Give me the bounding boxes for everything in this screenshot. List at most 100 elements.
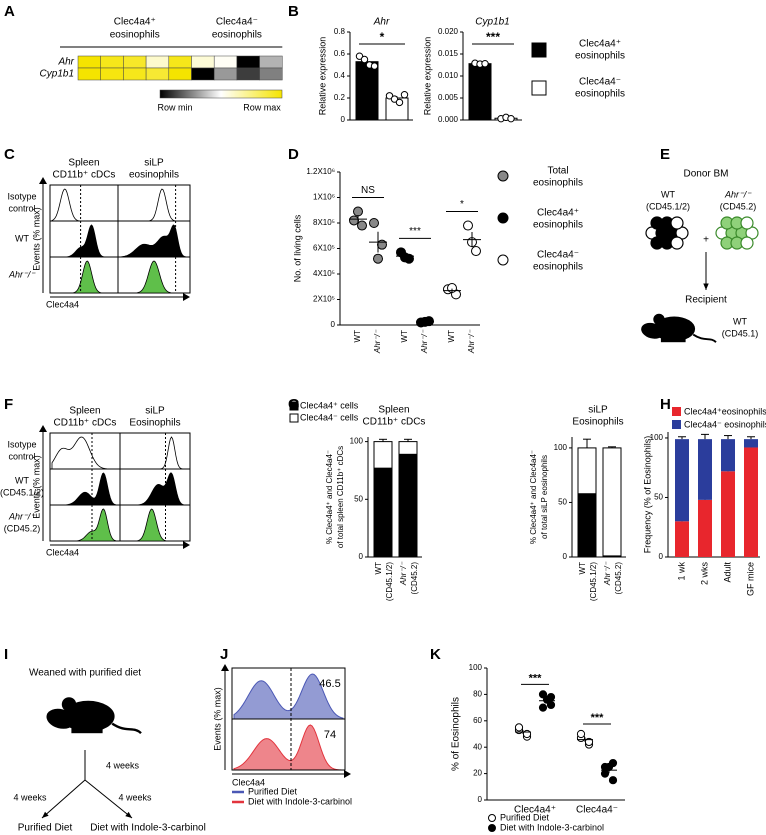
chart-title: Cyp1b1 bbox=[475, 17, 509, 28]
label: (CD45.2) bbox=[614, 562, 623, 595]
legend-label: Purified Diet bbox=[500, 812, 550, 822]
mouse-feet bbox=[71, 728, 103, 734]
label: Purified Diet bbox=[18, 823, 73, 834]
legend-swatch bbox=[289, 413, 299, 423]
label: Isotype bbox=[7, 191, 36, 201]
x-tick-label: WT bbox=[353, 330, 362, 343]
bar-segment bbox=[398, 441, 418, 455]
label: eosinophils bbox=[533, 262, 583, 273]
heat-cell bbox=[168, 67, 192, 81]
cell bbox=[670, 216, 684, 230]
heat-cell bbox=[191, 55, 215, 69]
label: Clec4a4⁺ bbox=[114, 17, 156, 28]
label: eosinophils bbox=[533, 220, 583, 231]
data-point bbox=[370, 62, 379, 70]
y-tick-label: 50 bbox=[654, 493, 663, 502]
data-point bbox=[400, 91, 409, 99]
label: Clec4a4⁻ bbox=[537, 250, 579, 261]
scale-label: Row max bbox=[243, 102, 281, 112]
mouse-head bbox=[641, 322, 664, 339]
y-tick-label: 50 bbox=[558, 498, 567, 507]
x-tick-label: Adult bbox=[722, 562, 732, 583]
data-point bbox=[576, 729, 586, 739]
label: Eosinophils bbox=[572, 417, 623, 428]
data-point bbox=[584, 737, 594, 747]
gate-label: 46.5 bbox=[319, 678, 340, 690]
mouse-ear bbox=[653, 313, 665, 326]
arrow-head bbox=[183, 293, 190, 301]
row-label: Ahr bbox=[57, 57, 74, 68]
label: + bbox=[703, 235, 709, 246]
label: siLP bbox=[588, 405, 608, 416]
heat-cell bbox=[213, 55, 238, 69]
y-tick-label: 50 bbox=[354, 494, 363, 503]
y-tick-label: 0.4 bbox=[334, 71, 346, 80]
panel-label: J bbox=[220, 646, 228, 663]
x-tick-label: Clec4a4⁻ bbox=[576, 805, 618, 816]
row-label: Cyp1b1 bbox=[40, 69, 74, 80]
label: % Clec4a4⁺ and Clec4a4⁻ bbox=[325, 450, 334, 544]
histogram bbox=[122, 508, 188, 542]
bar-segment bbox=[721, 439, 735, 472]
label: Clec4a4⁺ bbox=[537, 208, 579, 219]
mouse-tail bbox=[692, 333, 717, 343]
label: control bbox=[8, 451, 35, 461]
bar-segment bbox=[675, 439, 689, 522]
heat-cell bbox=[145, 55, 170, 69]
label: (CD45.1/2) bbox=[646, 201, 690, 211]
mouse-feet bbox=[660, 338, 686, 343]
bar-segment bbox=[602, 447, 622, 557]
y-axis-label: No. of living cells bbox=[292, 214, 302, 282]
x-tick-label: Clec4a4⁺ bbox=[514, 805, 556, 816]
significance: NS bbox=[361, 185, 375, 196]
x-axis-label: Clec4a4 bbox=[46, 547, 79, 557]
data-point bbox=[360, 55, 369, 64]
y-tick-label: 100 bbox=[350, 437, 364, 446]
histogram bbox=[120, 188, 188, 222]
legend-marker bbox=[488, 824, 496, 832]
x-tick-label: Ahr⁻/⁻ bbox=[373, 329, 382, 354]
label: 4 weeks bbox=[106, 760, 140, 770]
legend-marker bbox=[497, 254, 509, 266]
bar-segment bbox=[721, 471, 735, 557]
label: 4 weeks bbox=[13, 792, 47, 802]
label: Donor BM bbox=[683, 169, 728, 180]
y-tick-label: 4X10⁵ bbox=[313, 269, 335, 278]
x-axis-label: Clec4a4 bbox=[232, 777, 265, 787]
histogram bbox=[122, 436, 189, 470]
label: eosinophils bbox=[575, 89, 625, 100]
heat-cell bbox=[100, 67, 124, 81]
y-tick-label: 0.000 bbox=[438, 115, 459, 124]
x-tick-label: 2 wks bbox=[699, 562, 709, 586]
bar-segment bbox=[698, 499, 712, 557]
heat-cell bbox=[213, 67, 238, 81]
label: Clec4a4⁻ bbox=[579, 77, 621, 88]
bar-segment bbox=[577, 447, 597, 495]
significance: *** bbox=[409, 226, 421, 237]
heat-cell bbox=[236, 55, 260, 69]
legend-marker bbox=[497, 212, 509, 224]
bar-segment bbox=[577, 493, 597, 558]
y-tick-label: 100 bbox=[469, 663, 483, 672]
arrow-head bbox=[39, 177, 47, 184]
label: 4 weeks bbox=[118, 792, 152, 802]
y-axis-label: % of Eosinophils bbox=[451, 697, 462, 771]
y-tick-label: 6X10⁵ bbox=[313, 244, 335, 253]
histogram bbox=[233, 724, 344, 771]
heat-cell bbox=[123, 67, 147, 81]
x-tick-label: WT bbox=[400, 330, 409, 343]
heat-cell bbox=[100, 55, 124, 69]
y-tick-label: 8X10⁵ bbox=[313, 218, 335, 227]
label: eosinophils bbox=[212, 30, 262, 41]
y-tick-label: 0 bbox=[478, 795, 483, 804]
histogram bbox=[52, 260, 116, 294]
y-tick-label: 0 bbox=[359, 552, 364, 561]
mouse-body bbox=[61, 700, 115, 732]
label: Spleen bbox=[68, 158, 99, 169]
y-tick-label: 40 bbox=[473, 742, 482, 751]
significance: *** bbox=[486, 30, 500, 44]
label: WT bbox=[15, 475, 29, 485]
y-axis-label: Events (% max) bbox=[212, 687, 222, 751]
